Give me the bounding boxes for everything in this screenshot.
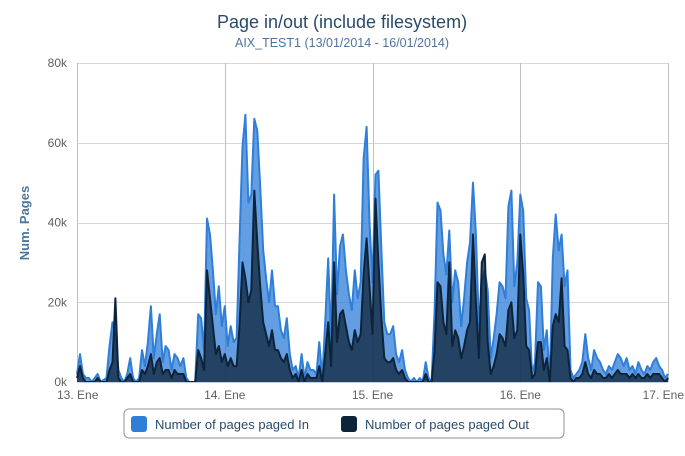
y-tick-label: 20k (48, 295, 68, 309)
x-tick-label: 16. Ene (500, 388, 542, 402)
x-tick-label: 13. Ene (57, 388, 99, 402)
y-tick-label: 80k (48, 56, 68, 70)
x-axis-ticks: 13. Ene 14. Ene 15. Ene 16. Ene 17. Ene (57, 388, 684, 402)
chart-title: Page in/out (include filesystem) (217, 12, 467, 32)
legend-item-out[interactable]: Number of pages paged Out (341, 416, 529, 432)
y-axis-label: Num. Pages (17, 186, 32, 260)
chart-subtitle: AIX_TEST1 (13/01/2014 - 16/01/2014) (235, 36, 449, 50)
y-tick-label: 0k (54, 375, 68, 389)
legend-item-in[interactable]: Number of pages paged In (131, 416, 309, 432)
grid-lines (77, 63, 669, 382)
series-areas (76, 113, 669, 383)
legend-swatch-in (131, 416, 147, 432)
x-tick-label: 17. Ene (643, 388, 685, 402)
x-tick-label: 14. Ene (204, 388, 246, 402)
legend: Number of pages paged In Number of pages… (123, 408, 565, 439)
y-axis-ticks: 0k 20k 40k 60k 80k (48, 56, 68, 389)
y-tick-label: 40k (48, 216, 68, 230)
legend-label-in: Number of pages paged In (155, 417, 309, 432)
series-out-line (76, 189, 669, 383)
x-tick-label: 15. Ene (352, 388, 394, 402)
series-in-line (76, 113, 669, 383)
legend-label-out: Number of pages paged Out (365, 417, 529, 432)
y-tick-label: 60k (48, 136, 68, 150)
legend-swatch-out (341, 416, 357, 432)
